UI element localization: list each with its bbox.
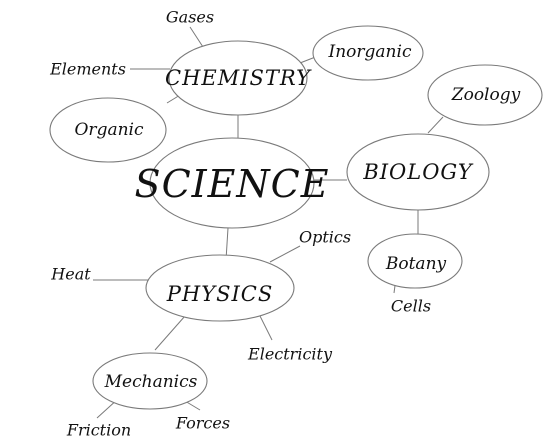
edge-physics-electricity: [259, 315, 273, 341]
edge-physics-optics: [269, 245, 301, 263]
edge-chemistry-gases: [189, 26, 204, 48]
electricity-label: Electricity: [247, 345, 333, 364]
connectors: [93, 26, 444, 419]
zoology-node-shape: [427, 64, 543, 126]
edge-physics-mechanics: [154, 315, 186, 351]
cells-label: Cells: [391, 297, 431, 316]
edge-biology-zoology: [427, 116, 444, 134]
heat-label: Heat: [50, 265, 91, 284]
organic-node-shape: [49, 97, 167, 163]
physics-label: PHYSICS: [166, 282, 273, 306]
biology-node-shape: [346, 133, 490, 211]
chemistry-label: CHEMISTRY: [165, 66, 312, 90]
botany-label: Botany: [385, 254, 447, 274]
friction-label: Friction: [66, 421, 131, 440]
science-label: SCIENCE: [135, 162, 330, 206]
zoology-label: Zoology: [451, 85, 521, 105]
botany-node-shape: [367, 233, 463, 289]
forces-label: Forces: [175, 414, 230, 433]
mechanics-label: Mechanics: [104, 372, 198, 392]
elements-label: Elements: [49, 60, 126, 79]
chemistry-node-shape: [168, 40, 308, 116]
node-labels: SCIENCE CHEMISTRY Gases Elements Inorgan…: [49, 8, 521, 440]
node-shapes: [49, 25, 543, 410]
optics-label: Optics: [299, 228, 351, 247]
inorganic-label: Inorganic: [328, 42, 412, 62]
science-node-shape: [149, 137, 315, 229]
physics-node-shape: [145, 254, 295, 322]
gases-label: Gases: [166, 8, 214, 27]
inorganic-node-shape: [312, 25, 424, 81]
organic-label: Organic: [75, 120, 144, 140]
biology-label: BIOLOGY: [362, 160, 474, 184]
mechanics-node-shape: [92, 352, 208, 410]
